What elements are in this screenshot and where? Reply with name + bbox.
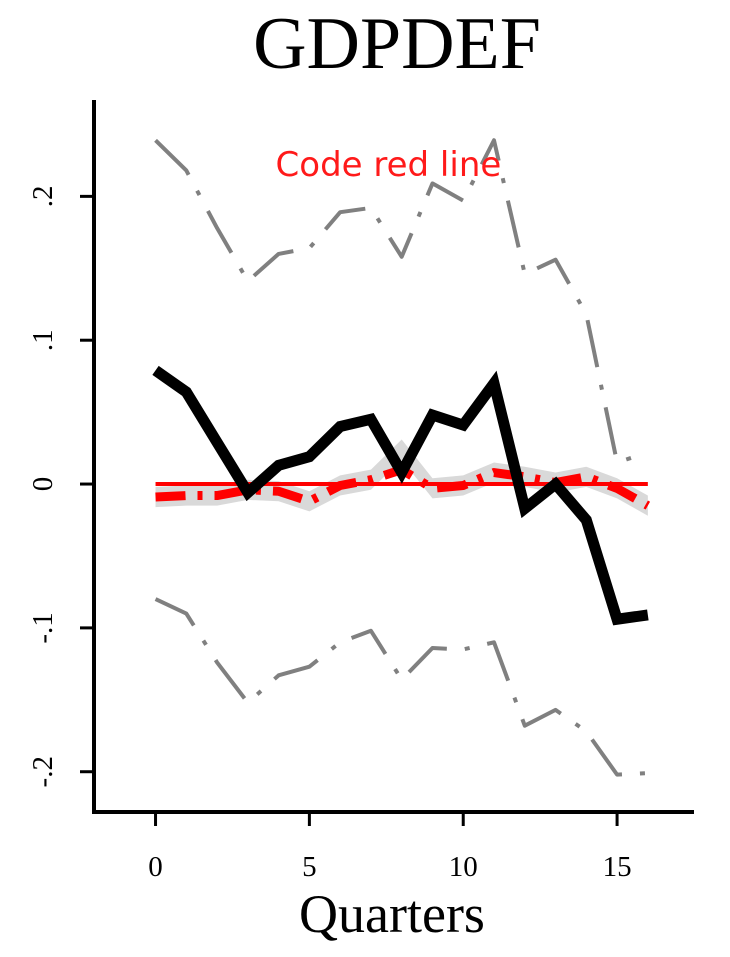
axes: -.2 -.1 0 .1 .2 0 5 10 15	[27, 100, 694, 883]
series-upper-bound	[154, 138, 649, 465]
plot-area: Code red line	[152, 138, 651, 777]
y-tick-label: 0	[27, 477, 59, 492]
y-tick-label: -.1	[27, 612, 59, 643]
x-tick-label: 10	[449, 851, 478, 883]
x-axis-title: Quarters	[299, 884, 485, 944]
y-tick-label: .1	[27, 329, 59, 351]
series-lower-bound	[154, 597, 648, 777]
y-tick-label: .2	[27, 185, 59, 207]
x-tick-label: 15	[603, 851, 632, 883]
chart-title: GDPDEF	[253, 3, 541, 85]
x-tick-label: 5	[302, 851, 317, 883]
series-estimate	[152, 365, 649, 626]
series-placebo-band	[155, 439, 648, 516]
y-tick-label: -.2	[27, 756, 59, 787]
x-tick-label: 0	[148, 851, 163, 883]
annotation-label: Code red line	[276, 145, 502, 185]
